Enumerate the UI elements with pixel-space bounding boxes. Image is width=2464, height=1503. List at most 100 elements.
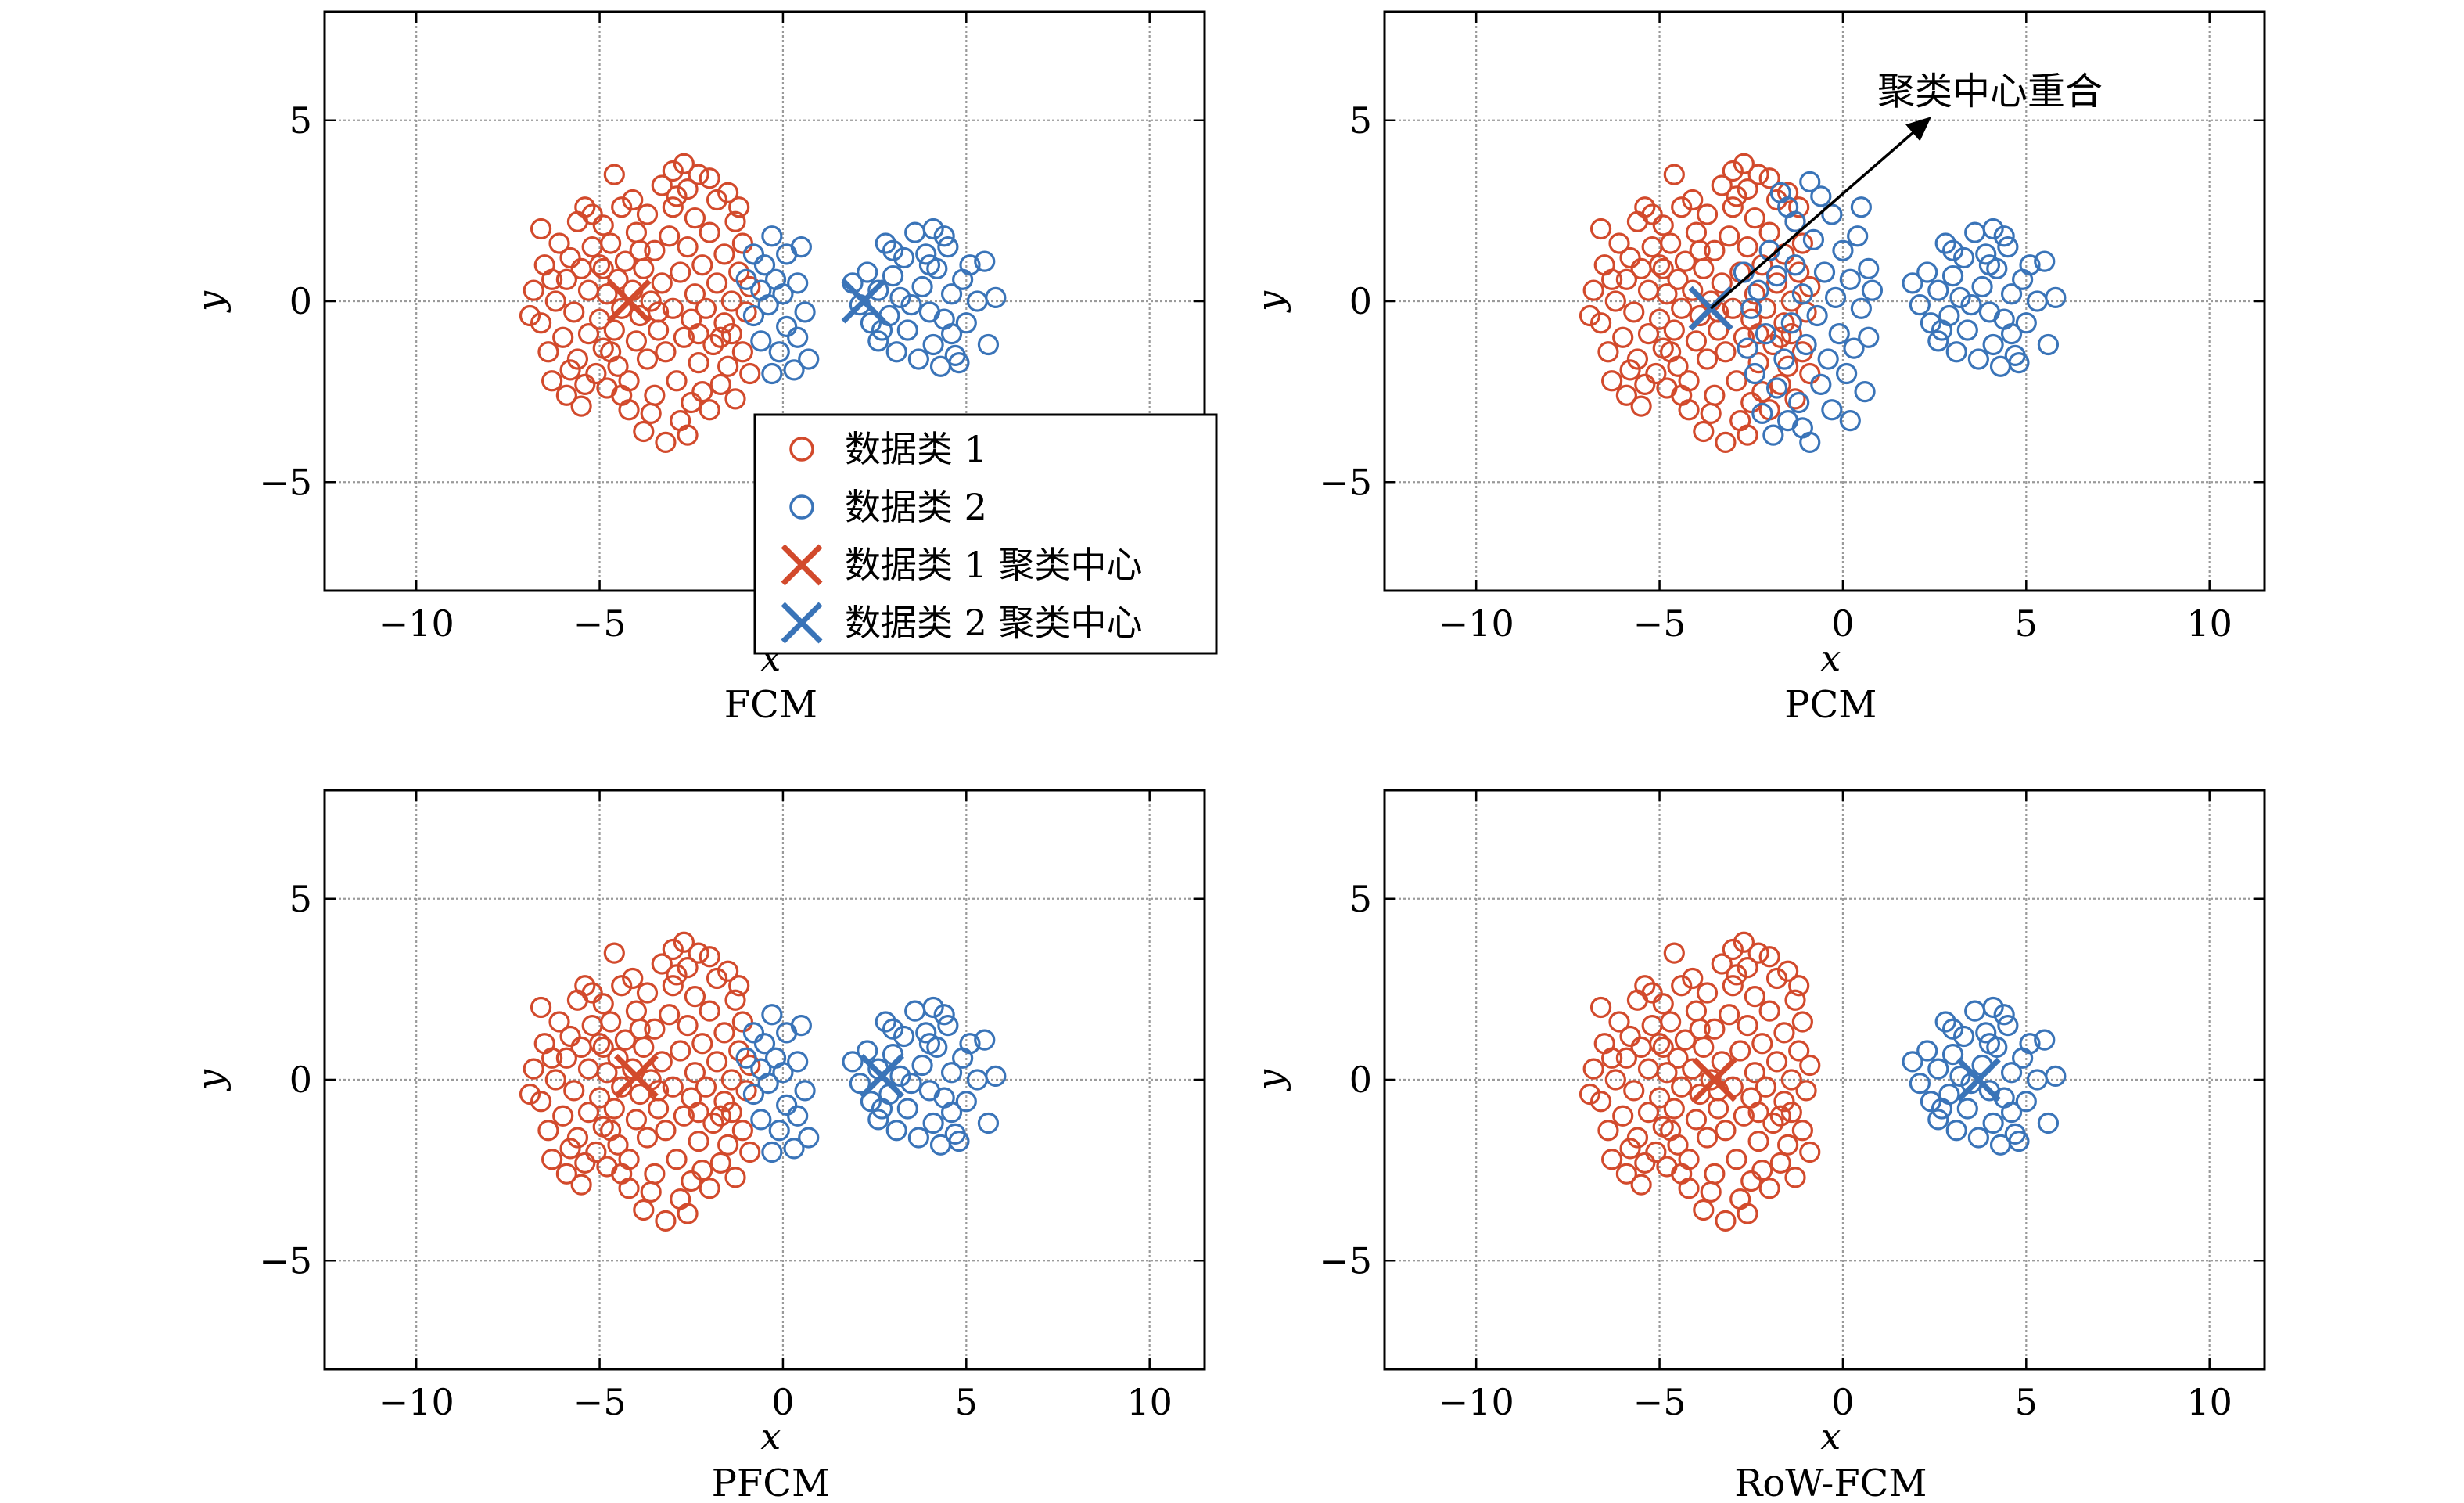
point-class-1 [720, 290, 742, 312]
point-class-2 [787, 1105, 809, 1127]
point-class-1 [1780, 1102, 1802, 1124]
point-class-2 [955, 312, 977, 334]
x-tick-label: 5 [955, 1381, 978, 1423]
point-class-1 [1788, 975, 1810, 997]
point-class-1 [574, 975, 596, 997]
x-tick-label: −5 [573, 602, 627, 645]
point-class-2 [933, 1087, 955, 1109]
point-class-1 [552, 326, 574, 348]
point-class-1 [1773, 1022, 1795, 1044]
point-class-2 [1850, 297, 1872, 319]
point-class-1 [633, 420, 655, 443]
point-class-2 [1927, 1058, 1949, 1080]
point-class-1 [1671, 297, 1693, 319]
point-class-1 [677, 1203, 699, 1224]
point-class-1 [625, 221, 648, 243]
point-class-1 [1678, 1178, 1700, 1199]
point-class-1 [1656, 1062, 1678, 1084]
point-class-2 [1817, 348, 1839, 370]
point-class-1 [1696, 982, 1719, 1004]
point-class-2 [2034, 250, 2056, 272]
point-class-1 [1751, 1033, 1773, 1055]
point-class-2 [904, 1000, 926, 1022]
point-class-2 [885, 1120, 907, 1142]
point-class-1 [603, 942, 625, 964]
point-class-1 [1667, 268, 1689, 290]
point-class-1 [1641, 203, 1663, 225]
point-class-2 [761, 225, 783, 247]
point-class-1 [1791, 1120, 1813, 1142]
point-class-1 [1693, 1036, 1715, 1058]
point-class-2 [750, 1109, 772, 1131]
y-tick-label: 5 [289, 878, 312, 920]
point-class-2 [768, 341, 790, 363]
point-class-1 [706, 1051, 728, 1073]
point-class-1 [1612, 326, 1634, 348]
point-class-1 [1773, 1091, 1795, 1113]
point-class-1 [1744, 1062, 1766, 1084]
point-class-1 [1747, 352, 1769, 374]
point-class-1 [659, 225, 681, 247]
point-class-1 [1733, 326, 1755, 348]
point-class-1 [709, 373, 731, 395]
point-class-2 [2037, 1112, 2060, 1134]
point-class-1 [530, 218, 552, 240]
point-class-1 [1758, 946, 1780, 968]
point-class-1 [1696, 1127, 1719, 1149]
point-class-2 [735, 268, 757, 290]
point-class-1 [699, 399, 720, 421]
point-class-1 [566, 348, 589, 370]
point-class-1 [688, 352, 709, 374]
point-class-1 [570, 257, 592, 279]
point-class-1 [596, 283, 618, 305]
point-class-1 [1726, 185, 1747, 207]
legend-marker-circle [789, 494, 814, 520]
point-class-1 [647, 319, 670, 341]
point-class-1 [600, 1120, 622, 1142]
panel-pfcm: −10 −5 0 5 10 −5 0 5 x y PFCM [189, 789, 1206, 1503]
point-class-1 [662, 196, 684, 218]
point-class-1 [1682, 279, 1704, 301]
point-class-1 [673, 153, 695, 174]
point-class-2 [1810, 185, 1832, 207]
point-class-1 [1740, 391, 1762, 414]
point-class-1 [574, 196, 596, 218]
point-class-2 [857, 261, 878, 283]
point-class-1 [1737, 424, 1758, 446]
point-class-2 [2000, 323, 2023, 345]
point-class-1 [1737, 1203, 1758, 1224]
point-class-1 [581, 203, 603, 225]
point-class-2 [904, 221, 926, 243]
point-class-2 [1740, 297, 1762, 319]
point-class-1 [1769, 1152, 1791, 1174]
point-class-1 [1711, 272, 1733, 294]
point-class-1 [1715, 1120, 1737, 1142]
point-class-2 [1964, 1000, 1986, 1022]
point-class-2 [915, 1022, 937, 1044]
point-class-1 [651, 272, 673, 294]
point-class-1 [1589, 218, 1612, 240]
point-class-1 [618, 1178, 640, 1199]
point-class-2 [1788, 391, 1810, 414]
point-class-1 [622, 967, 644, 990]
point-class-1 [673, 326, 695, 348]
point-class-1 [611, 1076, 633, 1098]
y-tick-label: 0 [289, 280, 312, 322]
point-class-2 [1777, 196, 1799, 218]
point-class-1 [1637, 1058, 1660, 1080]
point-class-2 [1975, 1022, 1997, 1044]
point-class-1 [1758, 221, 1780, 243]
point-class-1 [1660, 1011, 1682, 1033]
y-tick-label: 5 [289, 99, 312, 142]
point-class-2 [952, 1047, 974, 1069]
point-class-2 [776, 315, 798, 337]
point-class-1 [1773, 312, 1795, 334]
point-class-1 [533, 1033, 555, 1055]
point-class-2 [885, 341, 907, 363]
point-class-1 [1582, 279, 1604, 301]
point-class-1 [691, 1160, 713, 1181]
point-class-1 [625, 1000, 648, 1022]
point-class-1 [1733, 931, 1755, 953]
point-class-2 [955, 1091, 977, 1113]
point-class-2 [761, 362, 783, 385]
